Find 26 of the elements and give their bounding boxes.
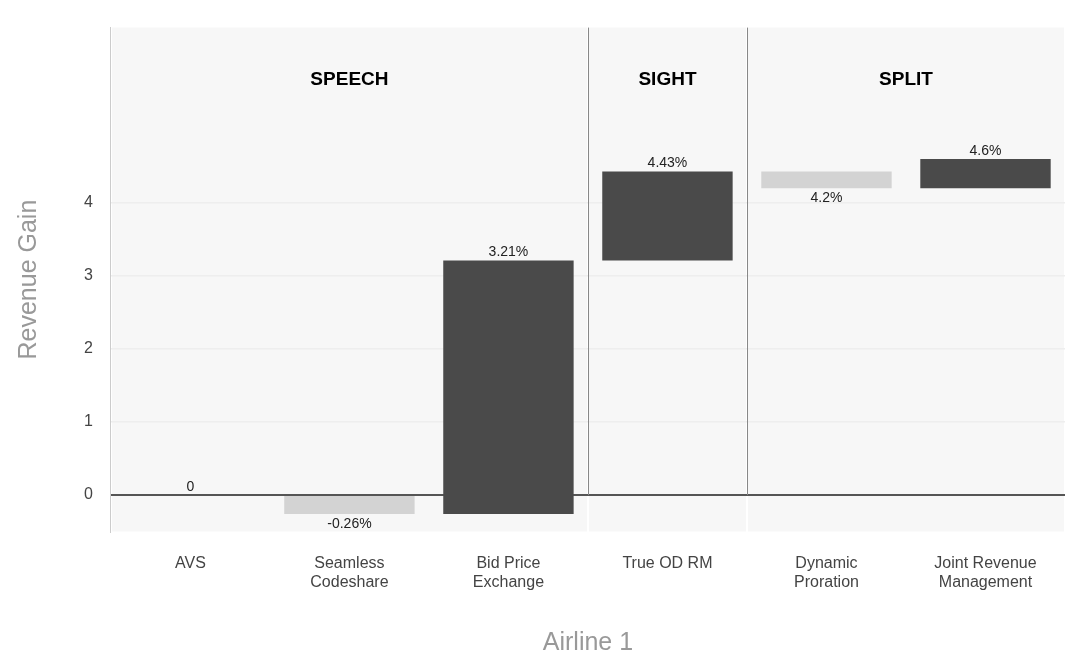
data-label: 3.21% (488, 243, 529, 260)
x-tick-label: AVS (174, 553, 206, 571)
y-tick-label: 0 (83, 485, 93, 503)
x-tick-label: Seamless Codeshare (310, 553, 389, 590)
bar (761, 171, 892, 189)
band-label: SPLIT (879, 67, 934, 89)
data-label: -0.26% (327, 514, 372, 531)
y-tick-label: 3 (83, 266, 93, 284)
y-tick-label: 4 (83, 193, 93, 211)
x-tick-label: True OD RM (622, 553, 713, 571)
bar (284, 496, 415, 515)
y-tick-label: 1 (83, 412, 93, 430)
y-tick-label: 2 (83, 339, 93, 357)
bar (602, 171, 733, 261)
bar (920, 159, 1051, 189)
x-tick-label: Dynamic Proration (794, 553, 859, 590)
y-axis-title: Revenue Gain (12, 199, 41, 360)
band-label: SPEECH (310, 67, 389, 89)
data-label: 0 (186, 477, 195, 494)
data-label: 4.6% (969, 141, 1002, 158)
x-tick-label: Joint Revenue Management (934, 553, 1037, 590)
data-label: 4.2% (810, 189, 843, 206)
x-tick-label: Bid Price Exchange (472, 553, 545, 590)
data-label: 4.43% (647, 154, 688, 171)
band-label: SIGHT (638, 67, 697, 89)
x-axis-title: Airline 1 (542, 626, 634, 655)
